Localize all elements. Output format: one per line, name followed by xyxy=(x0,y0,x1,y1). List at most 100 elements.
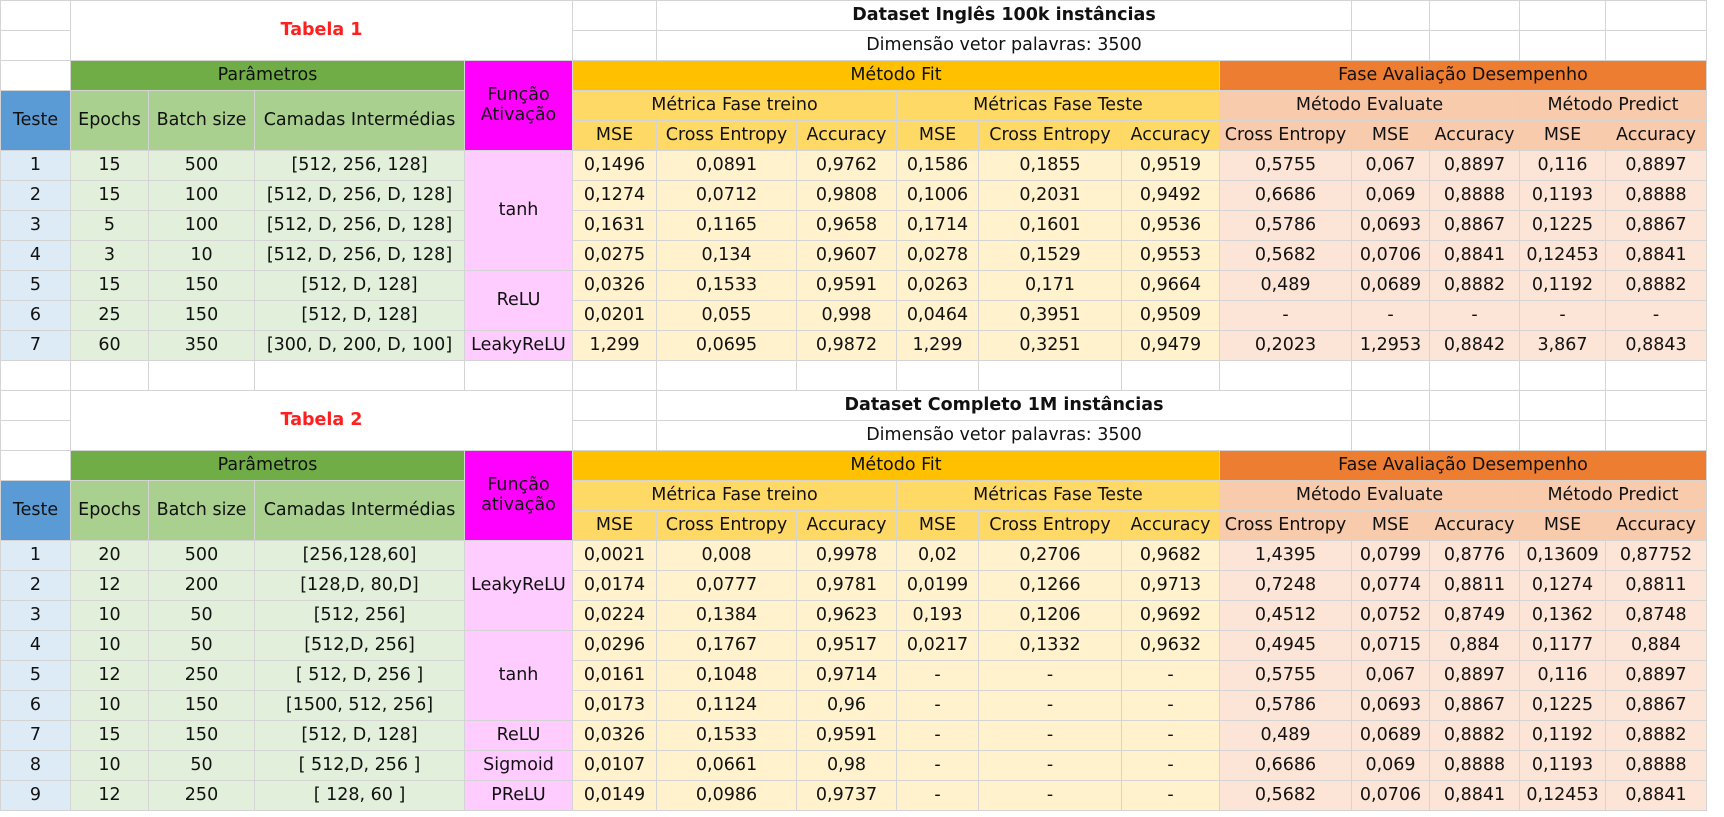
fit-value-cell[interactable]: 0,1274 xyxy=(572,180,657,211)
epochs-cell[interactable]: 25 xyxy=(70,300,149,331)
accuracy-header[interactable]: Accuracy xyxy=(1605,120,1707,151)
metodo-evaluate-header[interactable]: Método Evaluate xyxy=(1219,480,1520,511)
empty-cell[interactable] xyxy=(572,390,657,421)
evaluation-value-cell[interactable]: 0,489 xyxy=(1219,270,1352,301)
teste-cell[interactable]: 2 xyxy=(0,180,71,211)
evaluation-value-cell[interactable]: 0,4945 xyxy=(1219,630,1352,661)
fit-value-cell[interactable]: 0,1767 xyxy=(656,630,797,661)
evaluation-value-cell[interactable]: 0,0706 xyxy=(1351,780,1430,811)
batch-size-cell[interactable]: 500 xyxy=(148,150,255,181)
fit-value-cell[interactable]: 0,9713 xyxy=(1121,570,1220,601)
fit-value-cell[interactable]: 1,299 xyxy=(896,330,979,361)
batch-size-cell[interactable]: 50 xyxy=(148,630,255,661)
evaluation-value-cell[interactable]: 0,7248 xyxy=(1219,570,1352,601)
empty-cell[interactable] xyxy=(1351,0,1430,31)
cross-entropy-header[interactable]: Cross Entropy xyxy=(656,510,797,541)
empty-cell[interactable] xyxy=(464,360,573,391)
teste-cell[interactable]: 2 xyxy=(0,570,71,601)
camadas-cell[interactable]: [512, D, 256, D, 128] xyxy=(254,240,465,271)
teste-cell[interactable]: 9 xyxy=(0,780,71,811)
fit-value-cell[interactable]: 0,2031 xyxy=(978,180,1122,211)
empty-cell[interactable] xyxy=(0,450,71,481)
evaluation-value-cell[interactable]: - xyxy=(1351,300,1430,331)
evaluation-value-cell[interactable]: 0,884 xyxy=(1605,630,1707,661)
camadas-cell[interactable]: [1500, 512, 256] xyxy=(254,690,465,721)
evaluation-value-cell[interactable]: 0,5755 xyxy=(1219,150,1352,181)
camadas-header[interactable]: Camadas Intermédias xyxy=(254,480,465,541)
evaluation-value-cell[interactable]: 0,8867 xyxy=(1605,690,1707,721)
fit-value-cell[interactable]: 0,9623 xyxy=(796,600,897,631)
camadas-cell[interactable]: [512, D, 128] xyxy=(254,300,465,331)
empty-cell[interactable] xyxy=(978,360,1122,391)
funcao-cell[interactable]: Sigmoid xyxy=(464,750,573,781)
teste-cell[interactable]: 7 xyxy=(0,720,71,751)
fit-value-cell[interactable]: 0,9692 xyxy=(1121,600,1220,631)
fit-value-cell[interactable]: 0,008 xyxy=(656,540,797,571)
fit-value-cell[interactable]: 0,9519 xyxy=(1121,150,1220,181)
fit-value-cell[interactable]: 0,9492 xyxy=(1121,180,1220,211)
empty-cell[interactable] xyxy=(0,360,71,391)
fit-value-cell[interactable]: 0,9808 xyxy=(796,180,897,211)
fase-avaliacao-header[interactable]: Fase Avaliação Desempenho xyxy=(1219,60,1707,91)
fit-value-cell[interactable]: 0,02 xyxy=(896,540,979,571)
accuracy-header[interactable]: Accuracy xyxy=(1429,510,1520,541)
camadas-cell[interactable]: [256,128,60] xyxy=(254,540,465,571)
cross-entropy-header[interactable]: Cross Entropy xyxy=(656,120,797,151)
batch-size-cell[interactable]: 150 xyxy=(148,720,255,751)
metodo-fit-header[interactable]: Método Fit xyxy=(572,60,1220,91)
empty-cell[interactable] xyxy=(796,360,897,391)
batch-size-cell[interactable]: 50 xyxy=(148,600,255,631)
epochs-cell[interactable]: 15 xyxy=(70,270,149,301)
evaluation-value-cell[interactable]: 0,8842 xyxy=(1429,330,1520,361)
empty-cell[interactable] xyxy=(896,360,979,391)
fit-value-cell[interactable]: 0,2706 xyxy=(978,540,1122,571)
fit-value-cell[interactable]: 0,1601 xyxy=(978,210,1122,241)
fit-value-cell[interactable]: - xyxy=(896,660,979,691)
evaluation-value-cell[interactable]: 0,6686 xyxy=(1219,180,1352,211)
accuracy-header[interactable]: Accuracy xyxy=(1121,120,1220,151)
fit-value-cell[interactable]: 0,9664 xyxy=(1121,270,1220,301)
batch-size-cell[interactable]: 10 xyxy=(148,240,255,271)
evaluation-value-cell[interactable]: 0,8867 xyxy=(1429,210,1520,241)
empty-cell[interactable] xyxy=(254,360,465,391)
camadas-cell[interactable]: [512, 256, 128] xyxy=(254,150,465,181)
epochs-cell[interactable]: 60 xyxy=(70,330,149,361)
fit-value-cell[interactable]: 0,055 xyxy=(656,300,797,331)
fase-avaliacao-header[interactable]: Fase Avaliação Desempenho xyxy=(1219,450,1707,481)
evaluation-value-cell[interactable]: 0,2023 xyxy=(1219,330,1352,361)
evaluation-value-cell[interactable]: 0,1362 xyxy=(1519,600,1606,631)
fit-value-cell[interactable]: - xyxy=(1121,720,1220,751)
fit-value-cell[interactable]: 0,0464 xyxy=(896,300,979,331)
evaluation-value-cell[interactable]: 0,1225 xyxy=(1519,690,1606,721)
fit-value-cell[interactable]: 0,9607 xyxy=(796,240,897,271)
evaluation-value-cell[interactable]: 0,0689 xyxy=(1351,720,1430,751)
teste-cell[interactable]: 3 xyxy=(0,600,71,631)
empty-cell[interactable] xyxy=(656,360,797,391)
fit-value-cell[interactable]: 0,0661 xyxy=(656,750,797,781)
dimension-label[interactable]: Dimensão vetor palavras: 3500 xyxy=(656,30,1352,61)
evaluation-value-cell[interactable]: 0,8811 xyxy=(1429,570,1520,601)
empty-cell[interactable] xyxy=(148,360,255,391)
evaluation-value-cell[interactable]: 0,8897 xyxy=(1429,150,1520,181)
evaluation-value-cell[interactable]: 1,4395 xyxy=(1219,540,1352,571)
empty-cell[interactable] xyxy=(1519,30,1606,61)
fit-value-cell[interactable]: 0,0777 xyxy=(656,570,797,601)
empty-cell[interactable] xyxy=(572,0,657,31)
fit-value-cell[interactable]: 0,1529 xyxy=(978,240,1122,271)
metodo-predict-header[interactable]: Método Predict xyxy=(1519,480,1707,511)
cross-entropy-header[interactable]: Cross Entropy xyxy=(1219,120,1352,151)
metodo-fit-header[interactable]: Método Fit xyxy=(572,450,1220,481)
epochs-cell[interactable]: 12 xyxy=(70,780,149,811)
evaluation-value-cell[interactable]: 0,489 xyxy=(1219,720,1352,751)
batch-size-cell[interactable]: 150 xyxy=(148,300,255,331)
batch-size-cell[interactable]: 100 xyxy=(148,210,255,241)
fit-value-cell[interactable]: 0,9978 xyxy=(796,540,897,571)
evaluation-value-cell[interactable]: 0,4512 xyxy=(1219,600,1352,631)
mse-header[interactable]: MSE xyxy=(572,120,657,151)
fit-value-cell[interactable]: 0,3951 xyxy=(978,300,1122,331)
epochs-cell[interactable]: 10 xyxy=(70,630,149,661)
evaluation-value-cell[interactable]: 0,067 xyxy=(1351,660,1430,691)
epochs-cell[interactable]: 15 xyxy=(70,150,149,181)
camadas-cell[interactable]: [512, D, 256, D, 128] xyxy=(254,180,465,211)
fit-value-cell[interactable]: 0,1496 xyxy=(572,150,657,181)
